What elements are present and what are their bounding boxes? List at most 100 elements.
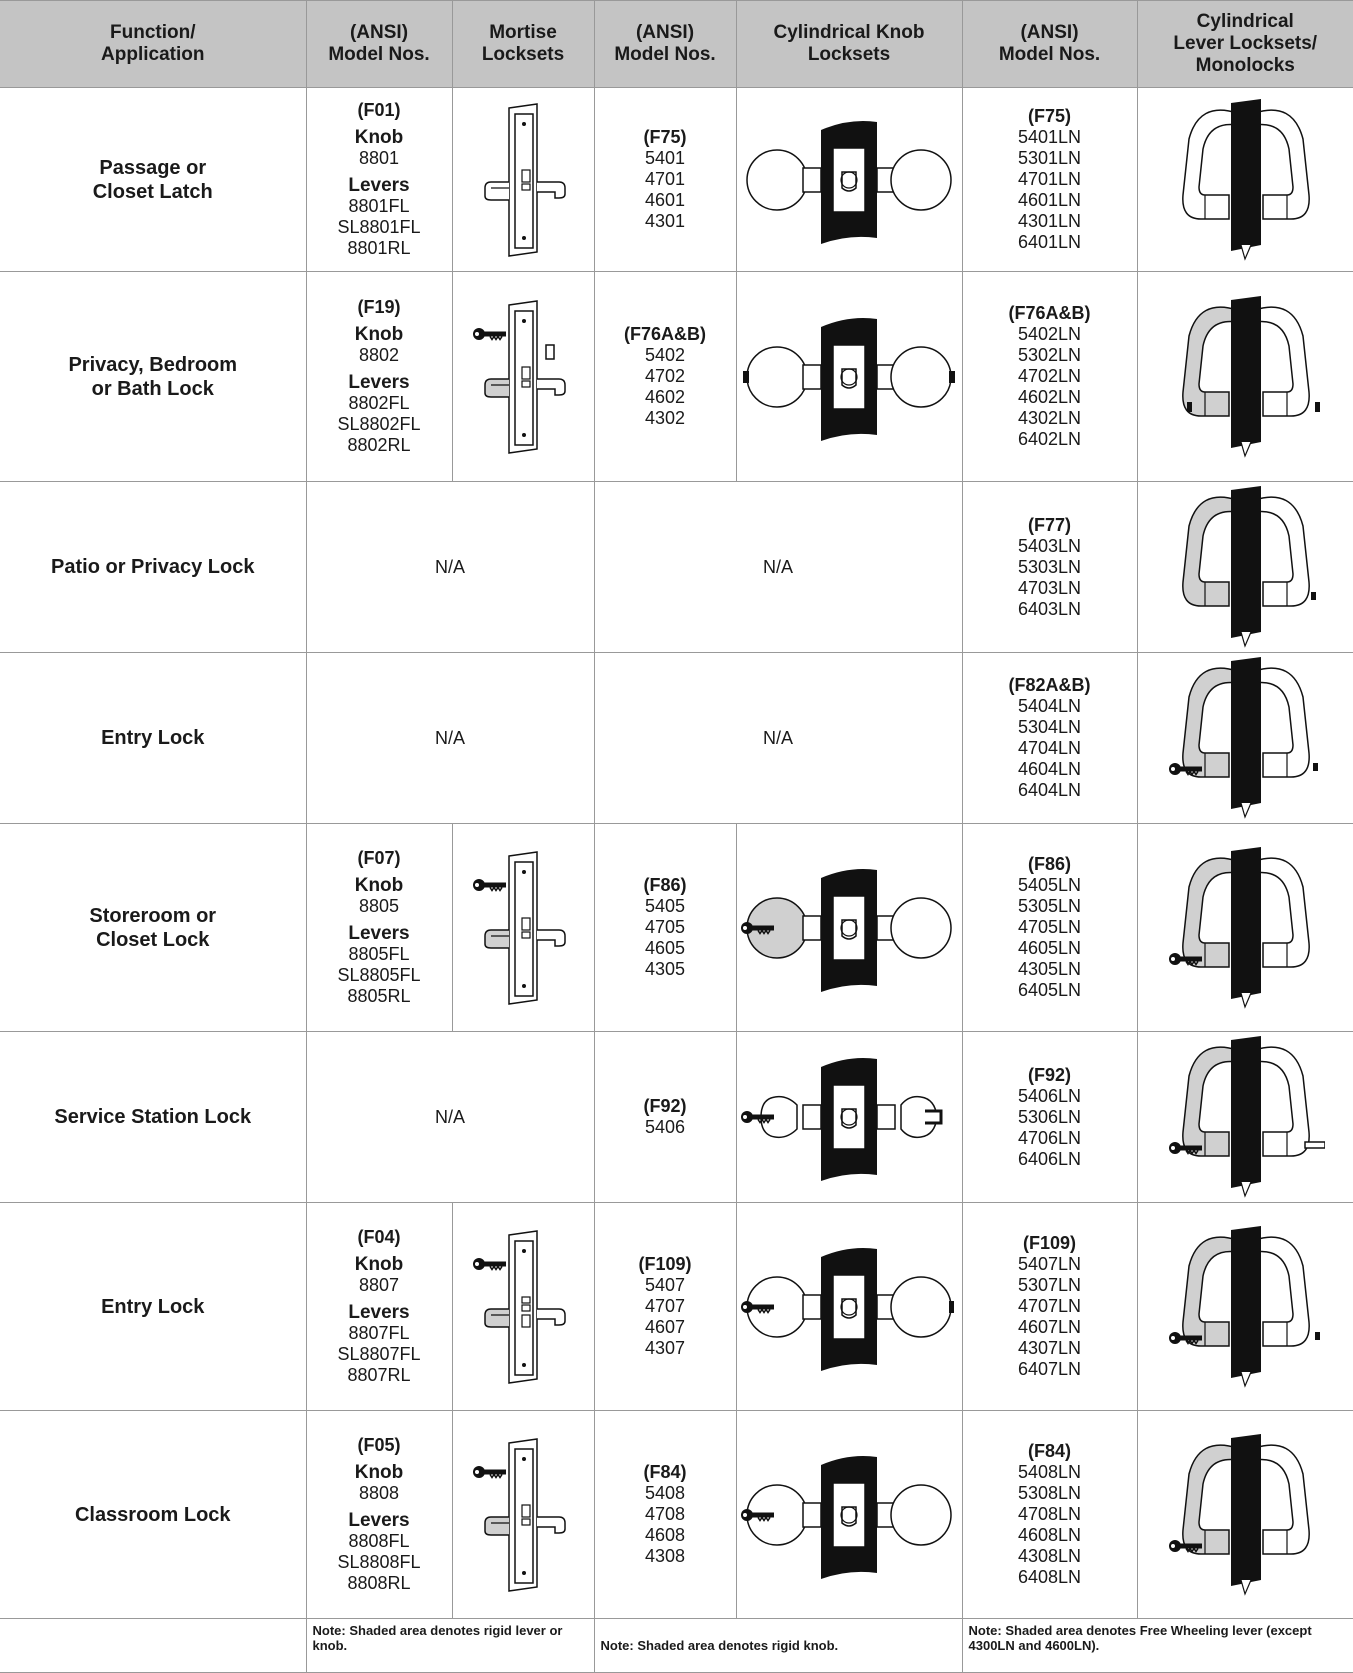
mortise-lever-model: SL8802FL — [337, 414, 421, 434]
lever-model: 4605LN — [1017, 938, 1082, 958]
function-label: Entry Lock — [101, 1295, 205, 1318]
knob-na-cell: N/A — [593, 481, 963, 653]
table-row: Entry Lock N/A N/A (F82A&B) 5404LN 5304LN 470… — [0, 652, 1353, 824]
knob-model: 4608 — [644, 1525, 686, 1545]
mortise-lever-model: SL8801FL — [337, 217, 421, 237]
lever-model: 5307LN — [1017, 1275, 1082, 1295]
header-ansi-mortise: (ANSI) Model Nos. — [305, 0, 453, 88]
lever-model: 6401LN — [1017, 232, 1082, 252]
knob-model: 4602 — [644, 387, 686, 407]
mortise-function-code: (F04) — [357, 1227, 401, 1247]
knob-models-cell: (F76A&B) 5402 4702 4602 4302 — [593, 271, 737, 482]
mortise-lockset-image — [451, 823, 595, 1032]
header-mortise: Mortise Locksets — [451, 0, 595, 88]
lever-model: 5402LN — [1017, 324, 1082, 344]
mortise-knob-label: Knob — [354, 1462, 404, 1483]
mortise-lockset-image — [451, 1410, 595, 1619]
mortise-function-code: (F07) — [357, 848, 401, 868]
function-label: Privacy, Bedroom or Bath Lock — [68, 353, 238, 400]
table-row: Passage or Closet Latch (F01) Knob 8801 … — [0, 87, 1353, 272]
lever-function-code: (F86) — [1027, 854, 1071, 874]
lever-lockset-image — [1136, 87, 1353, 272]
lever-model: 4301LN — [1017, 211, 1082, 231]
lever-model: 6404LN — [1017, 780, 1082, 800]
lever-model: 4701LN — [1017, 169, 1082, 189]
mortise-na-cell: N/A — [305, 652, 595, 824]
header-ansi-mortise-text: (ANSI) Model Nos. — [328, 22, 430, 65]
mortise-na: N/A — [434, 556, 465, 577]
mortise-models-cell: (F19) Knob 8802 Levers 8802FL SL8802FL 880… — [305, 271, 453, 482]
lever-function-code: (F92) — [1027, 1064, 1071, 1085]
lever-lockset-image — [1136, 823, 1353, 1032]
lever-lockset-image — [1136, 652, 1353, 824]
lever-lockset-image — [1136, 481, 1353, 653]
knob-model: 4701 — [644, 169, 686, 189]
header-mortise-text: Mortise Locksets — [481, 22, 565, 65]
knob-models-cell: (F86) 5405 4705 4605 4305 — [593, 823, 737, 1032]
note-empty-cell — [0, 1618, 307, 1673]
table-row: Classroom Lock (F05) Knob 8808 Levers 88… — [0, 1410, 1353, 1619]
knob-lockset-image — [735, 271, 963, 482]
knob-na: N/A — [762, 727, 793, 748]
mortise-lever-model: SL8808FL — [337, 1552, 421, 1572]
header-lever-text: Cylindrical Lever Locksets/ Monolocks — [1173, 11, 1318, 76]
lever-model: 6406LN — [1017, 1148, 1082, 1169]
mortise-levers-label: Levers — [348, 1510, 410, 1531]
mortise-function-code: (F01) — [357, 100, 401, 120]
function-cell: Patio or Privacy Lock — [0, 481, 307, 653]
lever-model: 4704LN — [1017, 738, 1082, 758]
mortise-knob-model: 8807 — [358, 1275, 400, 1295]
lever-function-code: (F84) — [1027, 1441, 1071, 1461]
mortise-knob-model: 8801 — [358, 148, 400, 168]
mortise-note: Note: Shaded area denotes rigid lever or… — [305, 1618, 595, 1673]
lever-model: 6407LN — [1017, 1359, 1082, 1379]
header-ansi-knob: (ANSI) Model Nos. — [593, 0, 737, 88]
mortise-lockset-image — [451, 1202, 595, 1411]
mortise-lever-model: 8805RL — [347, 986, 411, 1006]
function-cell: Entry Lock — [0, 1202, 307, 1411]
mortise-na: N/A — [434, 1106, 465, 1127]
knob-models-cell: (F75) 5401 4701 4601 4301 — [593, 87, 737, 272]
knob-lockset-image — [735, 1202, 963, 1411]
lever-model: 5301LN — [1017, 148, 1082, 168]
lever-function-code: (F109) — [1022, 1233, 1076, 1253]
knob-function-code: (F84) — [643, 1462, 687, 1482]
lever-model: 4601LN — [1017, 190, 1082, 210]
header-knob-text: Cylindrical Knob Locksets — [773, 22, 925, 65]
lever-model: 5405LN — [1017, 875, 1082, 895]
knob-model: 5406 — [644, 1117, 686, 1137]
mortise-levers-label: Levers — [348, 175, 410, 196]
mortise-knob-model: 8808 — [358, 1483, 400, 1503]
lever-lockset-image — [1136, 1410, 1353, 1619]
mortise-na-cell: N/A — [305, 481, 595, 653]
knob-lockset-image — [735, 1410, 963, 1619]
knob-function-code: (F109) — [638, 1254, 692, 1274]
function-label: Patio or Privacy Lock — [51, 556, 255, 578]
mortise-lever-model: 8801FL — [348, 196, 410, 216]
knob-model: 4607 — [644, 1317, 686, 1337]
mortise-lever-model: 8802RL — [347, 435, 411, 455]
knob-lockset-image — [735, 87, 963, 272]
mortise-lever-model: 8808RL — [347, 1573, 411, 1593]
lever-model: 4307LN — [1017, 1338, 1082, 1358]
mortise-knob-label: Knob — [354, 875, 404, 896]
lever-function-code: (F82A&B) — [1008, 675, 1091, 695]
knob-model: 4708 — [644, 1504, 686, 1524]
mortise-function-code: (F19) — [357, 297, 401, 317]
knob-model: 5408 — [644, 1483, 686, 1503]
lever-model: 6403LN — [1017, 598, 1082, 619]
mortise-lever-model: 8802FL — [348, 393, 410, 413]
mortise-na: N/A — [434, 727, 465, 748]
lever-lockset-image — [1136, 271, 1353, 482]
mortise-lockset-image — [451, 87, 595, 272]
knob-model: 5407 — [644, 1275, 686, 1295]
lever-model: 4608LN — [1017, 1525, 1082, 1545]
knob-model: 4302 — [644, 408, 686, 428]
mortise-lever-model: SL8805FL — [337, 965, 421, 985]
lever-model: 4702LN — [1017, 366, 1082, 386]
lever-model: 4706LN — [1017, 1127, 1082, 1148]
mortise-note-text: Note: Shaded area denotes rigid lever or… — [312, 1623, 563, 1653]
knob-lockset-image — [735, 1031, 963, 1203]
table-row: Entry Lock (F04) Knob 8807 Levers 8807FL… — [0, 1202, 1353, 1411]
